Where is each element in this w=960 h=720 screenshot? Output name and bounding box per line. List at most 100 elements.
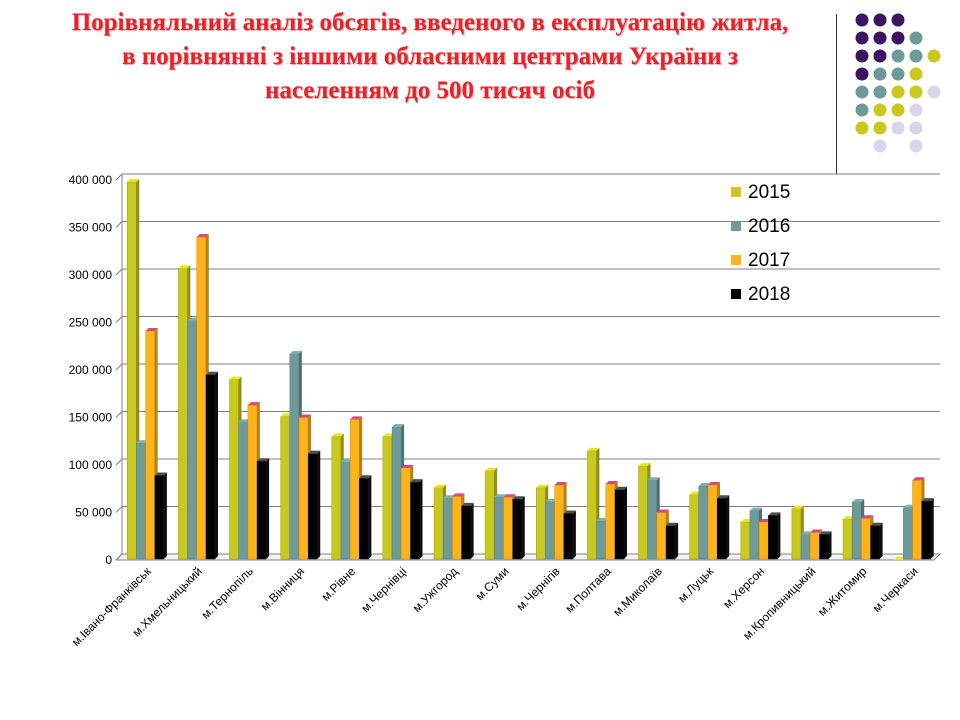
bar-top [401,464,414,468]
bar-front [127,181,137,560]
decor-dot [873,103,887,117]
y-tick-label: 50 000 [75,506,112,520]
decor-dot [909,103,923,117]
legend-swatch [731,187,741,197]
bar-side [163,472,167,559]
bar-side [266,458,270,559]
bar-top [810,529,823,533]
legend: 2015 2016 2017 2018 [731,182,790,305]
bar-front [740,521,751,560]
bar-front [331,436,342,560]
bar-top [229,376,242,380]
legend-swatch [731,255,741,265]
bar-side [368,475,372,559]
bar-2018 [512,496,525,560]
bar-top [178,265,191,269]
decor-dot [873,49,887,63]
bar-top [205,371,218,375]
gridline-depth [115,221,123,228]
bar-front [851,501,862,560]
decor-dot [873,85,887,99]
bar-front [401,467,411,560]
bar-front [587,450,597,560]
x-tick-label: м.Ужгород [410,564,461,615]
bar-top [127,178,140,182]
bar-front [340,461,351,560]
bar-2018 [870,522,883,560]
gridline-depth [115,458,123,466]
bar-chart: 0 50 000 100 000 150 000 200 000 250 000 300 0… [69,173,942,649]
bar-side [317,450,321,559]
bar-top [494,494,507,498]
y-tick-label: 0 [105,553,112,567]
bars [127,178,934,560]
y-tick-label: 350 000 [69,221,113,235]
bar-front [307,453,318,560]
y-tick-label: 250 000 [69,316,113,330]
decor-dot [873,121,887,135]
x-tick-label: м.Тернопіль [198,564,255,621]
x-tick-label: м.Вінниця [258,564,307,613]
bar-top [410,479,423,483]
bar-front [154,475,165,560]
bar-top [434,484,447,488]
bar-top [145,328,158,332]
bar-top [554,481,567,485]
bar-2018 [768,512,781,560]
bar-top [870,522,883,526]
bar-top [452,493,465,497]
decor-dot [855,121,869,135]
x-tick-label: м.Суми [473,564,512,603]
bar-front [698,485,709,560]
bar-2018 [307,450,321,560]
bar-front [596,520,606,560]
bar-front [716,498,727,560]
decor-dot [909,31,923,45]
decor-dot [909,67,923,81]
bar-top [563,510,576,514]
bar-front [229,379,239,560]
bar-front [452,496,462,560]
gridline-depth [115,268,123,276]
decor-dot [891,49,905,63]
bar-front [545,501,555,560]
bar-front [912,479,922,560]
bar-top [791,505,804,509]
bar-top [614,486,627,490]
bar-top [708,481,721,485]
bar-top [359,475,372,479]
title-line-1: Порівняльний аналіз обсягів, введеного в… [71,9,789,36]
bar-front [810,532,820,560]
bar-side [828,531,832,559]
x-tick-label: м.Чернівці [358,564,409,615]
bar-front [800,534,811,560]
bar-front [247,404,258,560]
bar-front [382,436,393,560]
decor-dot [891,31,905,45]
bar-front [433,487,444,560]
bar-front [461,505,471,560]
y-tick-label: 200 000 [69,363,113,377]
bar-front [410,481,420,560]
gridline-depth [115,316,123,323]
legend-label: 2015 [748,182,790,203]
decor-dot [927,49,941,63]
bar-front [391,426,402,560]
bar-side [930,498,934,559]
decor-dot [855,13,869,27]
bar-top [289,350,302,354]
bar-top [666,522,679,526]
decor-divider [836,14,837,174]
bar-top [392,424,405,427]
bar-top [299,414,312,418]
gridline-depth [115,411,123,418]
gridline-depth [115,506,123,513]
bar-front [280,416,290,560]
bar-side [777,512,781,559]
bar-top [717,495,730,499]
bar-top [485,467,498,471]
legend-swatch [731,289,741,299]
bar-top [331,433,344,437]
legend-label: 2018 [748,284,790,305]
bar-front [656,512,667,560]
